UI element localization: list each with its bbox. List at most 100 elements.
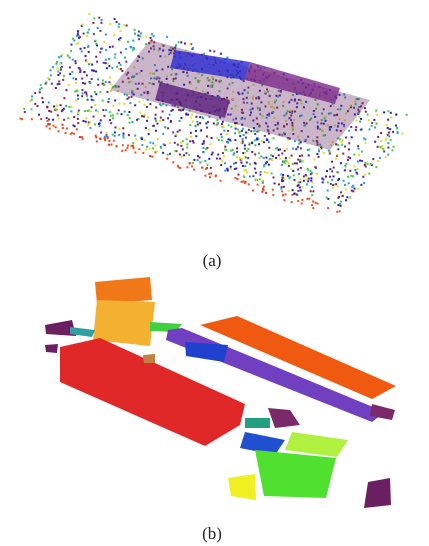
point bbox=[302, 160, 304, 162]
point bbox=[50, 69, 52, 71]
point bbox=[172, 109, 174, 111]
point bbox=[213, 122, 215, 124]
point bbox=[292, 163, 294, 165]
point bbox=[325, 176, 327, 178]
point bbox=[66, 128, 68, 130]
point bbox=[77, 31, 79, 33]
point bbox=[180, 145, 182, 147]
point bbox=[86, 61, 88, 63]
point bbox=[406, 114, 408, 116]
point bbox=[61, 110, 63, 112]
point bbox=[342, 195, 344, 197]
point bbox=[188, 154, 190, 156]
point bbox=[203, 147, 205, 149]
point bbox=[300, 159, 302, 161]
point bbox=[195, 116, 197, 118]
point bbox=[205, 148, 207, 150]
point bbox=[226, 133, 228, 135]
point bbox=[97, 84, 99, 86]
point bbox=[234, 132, 236, 134]
point bbox=[23, 108, 25, 110]
point bbox=[131, 96, 133, 98]
point bbox=[105, 81, 107, 83]
point bbox=[348, 130, 350, 132]
point bbox=[374, 141, 376, 143]
point bbox=[144, 139, 146, 141]
point bbox=[100, 138, 102, 140]
point bbox=[288, 162, 290, 164]
point bbox=[348, 197, 350, 199]
point bbox=[88, 29, 90, 31]
point bbox=[297, 190, 299, 192]
point bbox=[360, 184, 362, 186]
point bbox=[155, 114, 157, 116]
point bbox=[121, 113, 123, 115]
point bbox=[242, 152, 244, 154]
point bbox=[344, 184, 346, 186]
point bbox=[266, 172, 268, 174]
point bbox=[153, 35, 155, 37]
point bbox=[186, 138, 188, 140]
point bbox=[299, 181, 301, 183]
point bbox=[101, 19, 103, 21]
point bbox=[48, 110, 50, 112]
point bbox=[24, 111, 26, 113]
point bbox=[149, 155, 151, 157]
point bbox=[327, 207, 329, 209]
point bbox=[71, 44, 73, 46]
point bbox=[149, 148, 151, 150]
point bbox=[179, 120, 181, 122]
point bbox=[90, 95, 92, 97]
point bbox=[157, 138, 159, 140]
point bbox=[152, 125, 154, 127]
point bbox=[162, 133, 164, 135]
point bbox=[118, 23, 120, 25]
point bbox=[40, 118, 42, 120]
point bbox=[160, 104, 162, 106]
point bbox=[162, 152, 164, 154]
point bbox=[221, 140, 223, 142]
point bbox=[155, 130, 157, 132]
point bbox=[57, 67, 59, 69]
point bbox=[128, 111, 130, 113]
point bbox=[123, 133, 125, 135]
point bbox=[89, 127, 91, 129]
point bbox=[278, 183, 280, 185]
point bbox=[121, 70, 123, 72]
point bbox=[259, 174, 261, 176]
point bbox=[281, 153, 283, 155]
point bbox=[41, 97, 43, 99]
point bbox=[348, 148, 350, 150]
point bbox=[93, 116, 95, 118]
point bbox=[74, 125, 76, 127]
point bbox=[326, 170, 328, 172]
point bbox=[292, 189, 294, 191]
point bbox=[273, 137, 275, 139]
point bbox=[134, 135, 136, 137]
point bbox=[91, 106, 93, 108]
point bbox=[337, 171, 339, 173]
point bbox=[244, 165, 246, 167]
point bbox=[367, 114, 369, 116]
point bbox=[364, 174, 366, 176]
point bbox=[337, 148, 339, 150]
point bbox=[99, 125, 101, 127]
point bbox=[260, 156, 262, 158]
point bbox=[311, 186, 313, 188]
point bbox=[76, 43, 78, 45]
point bbox=[280, 188, 282, 190]
point bbox=[377, 136, 379, 138]
point bbox=[337, 204, 339, 206]
point bbox=[199, 122, 201, 124]
point bbox=[65, 132, 67, 134]
point bbox=[375, 110, 377, 112]
point bbox=[103, 84, 105, 86]
point bbox=[116, 146, 118, 148]
point bbox=[357, 168, 359, 170]
point bbox=[189, 163, 191, 165]
point bbox=[310, 173, 312, 175]
point bbox=[110, 122, 112, 124]
point bbox=[330, 183, 332, 185]
point bbox=[344, 165, 346, 167]
point bbox=[364, 164, 366, 166]
